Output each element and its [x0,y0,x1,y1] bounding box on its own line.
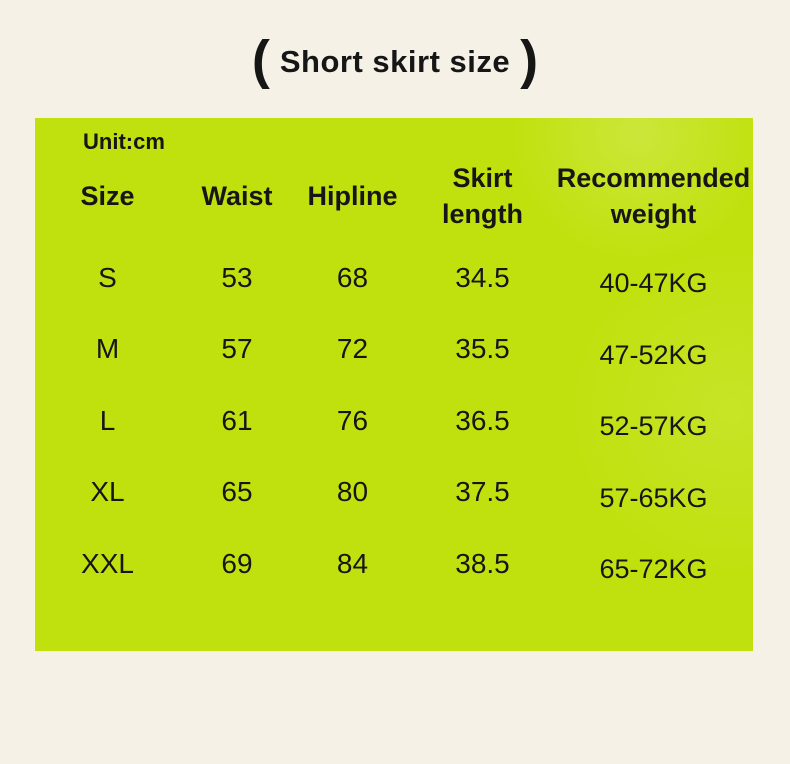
row-xxl-weight-cell: 65-72KG [599,554,708,585]
header-hipline: Hipline [307,180,398,211]
row-s-size-cell: S [98,261,117,293]
unit-label: Unit:cm [83,129,165,154]
header-size: Size [80,180,135,211]
header-skirt-length: Skirt length [442,162,523,229]
table-header-row: Size Waist Hipline Skirt length Recommen… [35,156,753,236]
row-m-weight-cell: 47-52KG [599,339,708,370]
row-m-size-cell: M [95,333,120,365]
row-l-hipline-cell: 76 [336,404,369,436]
page-title: ( Short skirt size ) [0,24,790,100]
row-s-skirt-length-cell: 34.5 [455,261,510,293]
row-xxl-hipline-cell: 84 [336,547,369,579]
row-l-weight-cell: 52-57KG [599,411,708,442]
row-xxl-size-cell: XXL [81,547,134,579]
row-l-skirt-length-cell: 36.5 [455,404,510,436]
title-text: Short skirt size [279,44,511,79]
title-close-paren: ) [520,30,539,90]
row-s-hipline-cell: 68 [336,261,369,293]
row-xl-hipline-cell: 80 [336,476,369,508]
header-recommended-weight: Recommended weight [556,162,751,229]
row-m-waist-cell: 57 [221,333,253,365]
header-waist: Waist [201,180,273,211]
row-xl-size-cell: XL [90,476,125,508]
row-l-size-cell: L [99,404,116,436]
row-xxl-waist-cell: 69 [221,547,253,579]
title-open-paren: ( [251,30,270,90]
row-xl-skirt-length-cell: 37.5 [455,476,510,508]
row-xxl-skirt-length-cell: 38.5 [455,547,510,579]
row-xl-waist-cell: 65 [221,476,253,508]
row-m-skirt-length-cell: 35.5 [455,333,510,365]
row-l-waist-cell: 61 [221,404,253,436]
size-chart-panel: Unit:cm Size Waist Hipline Skirt length … [35,118,753,651]
row-m-hipline-cell: 72 [336,333,369,365]
table-body: S 53 68 34.5 40-47KG M 57 72 35.5 47-52K… [35,242,753,600]
row-s-weight-cell: 40-47KG [599,268,708,299]
row-s-waist-cell: 53 [221,261,253,293]
row-xl-weight-cell: 57-65KG [599,482,708,513]
